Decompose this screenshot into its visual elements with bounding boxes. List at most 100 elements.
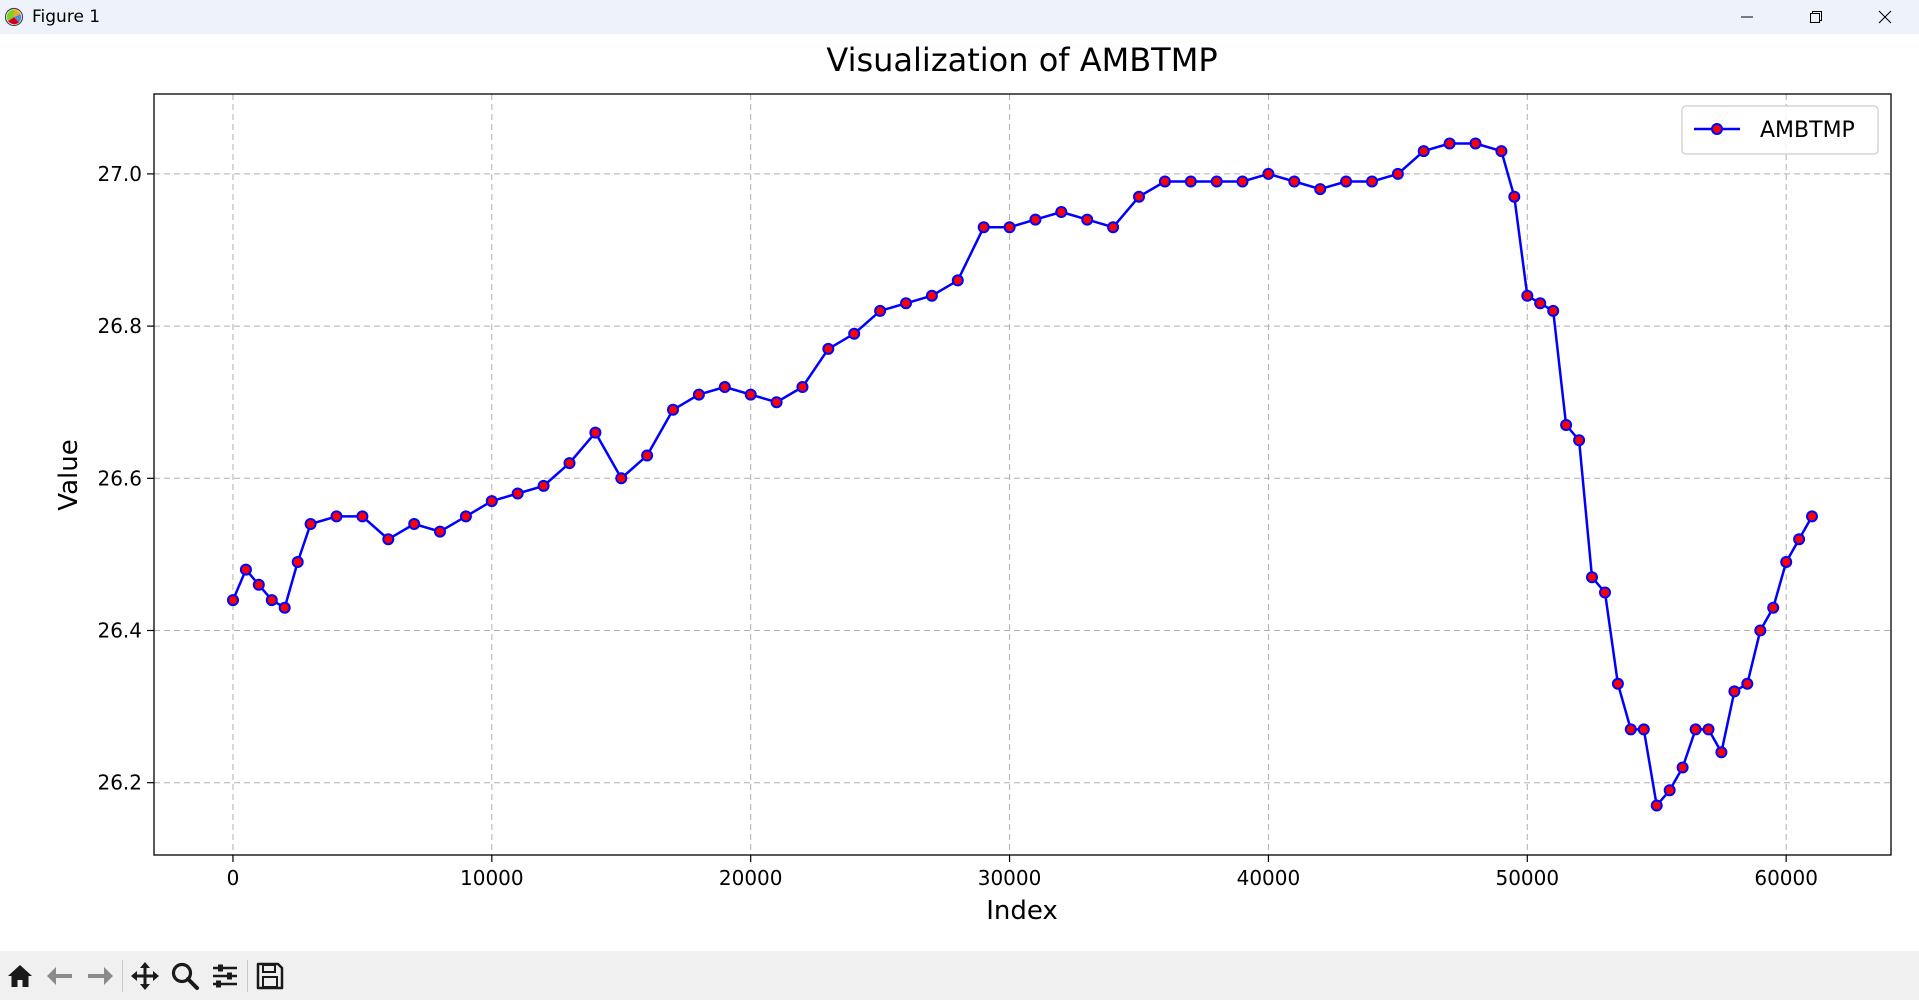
zoom-magnifier-icon xyxy=(171,962,199,990)
chart[interactable]: Visualization of AMBTMP 0 10000 20000 30000… xyxy=(0,34,1919,951)
maximize-button[interactable] xyxy=(1781,0,1850,34)
y-tick-label: 26.6 xyxy=(97,466,142,490)
data-point xyxy=(1443,137,1456,150)
data-point xyxy=(692,388,705,401)
y-tick-label: 26.2 xyxy=(97,771,142,795)
legend-frame xyxy=(1681,105,1879,155)
data-point xyxy=(485,495,498,508)
y-tick-label: 26.4 xyxy=(97,619,142,643)
x-axis-ticks: 0 10000 20000 30000 40000 50000 60000 xyxy=(227,855,1818,890)
save-floppy-icon xyxy=(256,962,284,989)
data-point xyxy=(1599,586,1611,599)
figure-canvas[interactable]: Visualization of AMBTMP 0 10000 20000 30000… xyxy=(0,34,1919,951)
back-button[interactable] xyxy=(40,956,80,996)
data-point xyxy=(1793,533,1806,546)
home-button[interactable] xyxy=(0,956,40,996)
data-point xyxy=(1586,571,1598,584)
data-point xyxy=(796,381,809,393)
data-point xyxy=(459,510,472,523)
data-point xyxy=(1340,175,1353,188)
data-point xyxy=(1236,175,1249,188)
data-point xyxy=(1611,677,1624,690)
x-tick-label: 50000 xyxy=(1495,866,1559,890)
data-point xyxy=(1534,297,1547,310)
data-point xyxy=(770,396,783,409)
data-point xyxy=(511,487,524,500)
data-point xyxy=(227,594,239,607)
data-point xyxy=(1314,183,1327,196)
x-tick-label: 0 xyxy=(227,866,240,890)
data-point xyxy=(1107,221,1120,234)
x-tick-label: 20000 xyxy=(719,866,783,890)
data-point xyxy=(1573,434,1586,447)
data-point xyxy=(1806,510,1818,523)
pan-move-icon xyxy=(131,961,159,990)
data-point xyxy=(265,594,278,607)
forward-button[interactable] xyxy=(80,956,120,996)
data-point xyxy=(382,533,395,546)
y-axis-ticks: 26.2 26.4 26.6 26.8 27.0 xyxy=(97,162,154,795)
minimize-button[interactable] xyxy=(1712,0,1781,34)
data-point xyxy=(925,289,938,302)
data-point xyxy=(1029,213,1042,226)
data-point xyxy=(1508,190,1521,203)
data-point xyxy=(822,342,835,355)
configure-subplots-button[interactable] xyxy=(205,956,245,996)
y-tick-label: 26.8 xyxy=(97,314,142,338)
data-point xyxy=(1728,685,1741,698)
data-point xyxy=(641,449,654,462)
pan-button[interactable] xyxy=(125,956,165,996)
data-point xyxy=(1650,799,1663,812)
data-point xyxy=(900,297,912,310)
close-button[interactable] xyxy=(1850,0,1919,34)
legend-label: AMBTMP xyxy=(1760,118,1855,143)
zoom-button[interactable] xyxy=(165,956,205,996)
data-point xyxy=(1637,723,1650,736)
data-point xyxy=(356,510,369,523)
data-point xyxy=(1288,175,1301,188)
data-point xyxy=(1754,624,1767,637)
navigation-toolbar xyxy=(0,951,1919,1000)
plot-frame xyxy=(153,93,1892,856)
toolbar-separator xyxy=(122,959,123,992)
data-point xyxy=(1055,206,1068,218)
data-point xyxy=(1624,723,1637,736)
data-point xyxy=(330,510,343,523)
configure-subplots-icon xyxy=(213,964,237,987)
data-point xyxy=(252,578,265,591)
x-tick-label: 30000 xyxy=(978,866,1042,890)
data-point xyxy=(1366,175,1378,188)
close-icon xyxy=(1878,10,1891,24)
data-point xyxy=(1262,167,1275,180)
data-point xyxy=(1495,145,1508,158)
y-tick-label: 27.0 xyxy=(97,162,142,186)
data-point xyxy=(667,403,679,416)
series-line xyxy=(231,142,1814,807)
data-point xyxy=(848,327,861,340)
data-point xyxy=(977,221,990,234)
save-button[interactable] xyxy=(250,956,290,996)
data-point xyxy=(1081,213,1094,226)
home-icon xyxy=(8,964,32,987)
data-point xyxy=(1715,746,1728,759)
data-point xyxy=(874,304,887,317)
data-point xyxy=(278,601,291,614)
data-point xyxy=(1702,723,1715,736)
data-point xyxy=(408,518,421,530)
y-axis-label: Value xyxy=(54,439,84,510)
toolbar-separator xyxy=(247,959,248,992)
grid-lines xyxy=(154,94,1891,855)
data-point xyxy=(1184,175,1197,188)
back-arrow-icon xyxy=(47,966,72,985)
data-point xyxy=(1521,289,1534,302)
data-point xyxy=(1767,601,1780,614)
x-tick-label: 60000 xyxy=(1754,866,1818,890)
data-point xyxy=(291,556,304,568)
data-point xyxy=(1741,677,1754,690)
chart-title: Visualization of AMBTMP xyxy=(826,41,1217,79)
restore-icon xyxy=(1809,11,1822,23)
data-point xyxy=(1560,419,1573,431)
data-point xyxy=(615,472,628,485)
x-axis-label: Index xyxy=(986,896,1058,926)
